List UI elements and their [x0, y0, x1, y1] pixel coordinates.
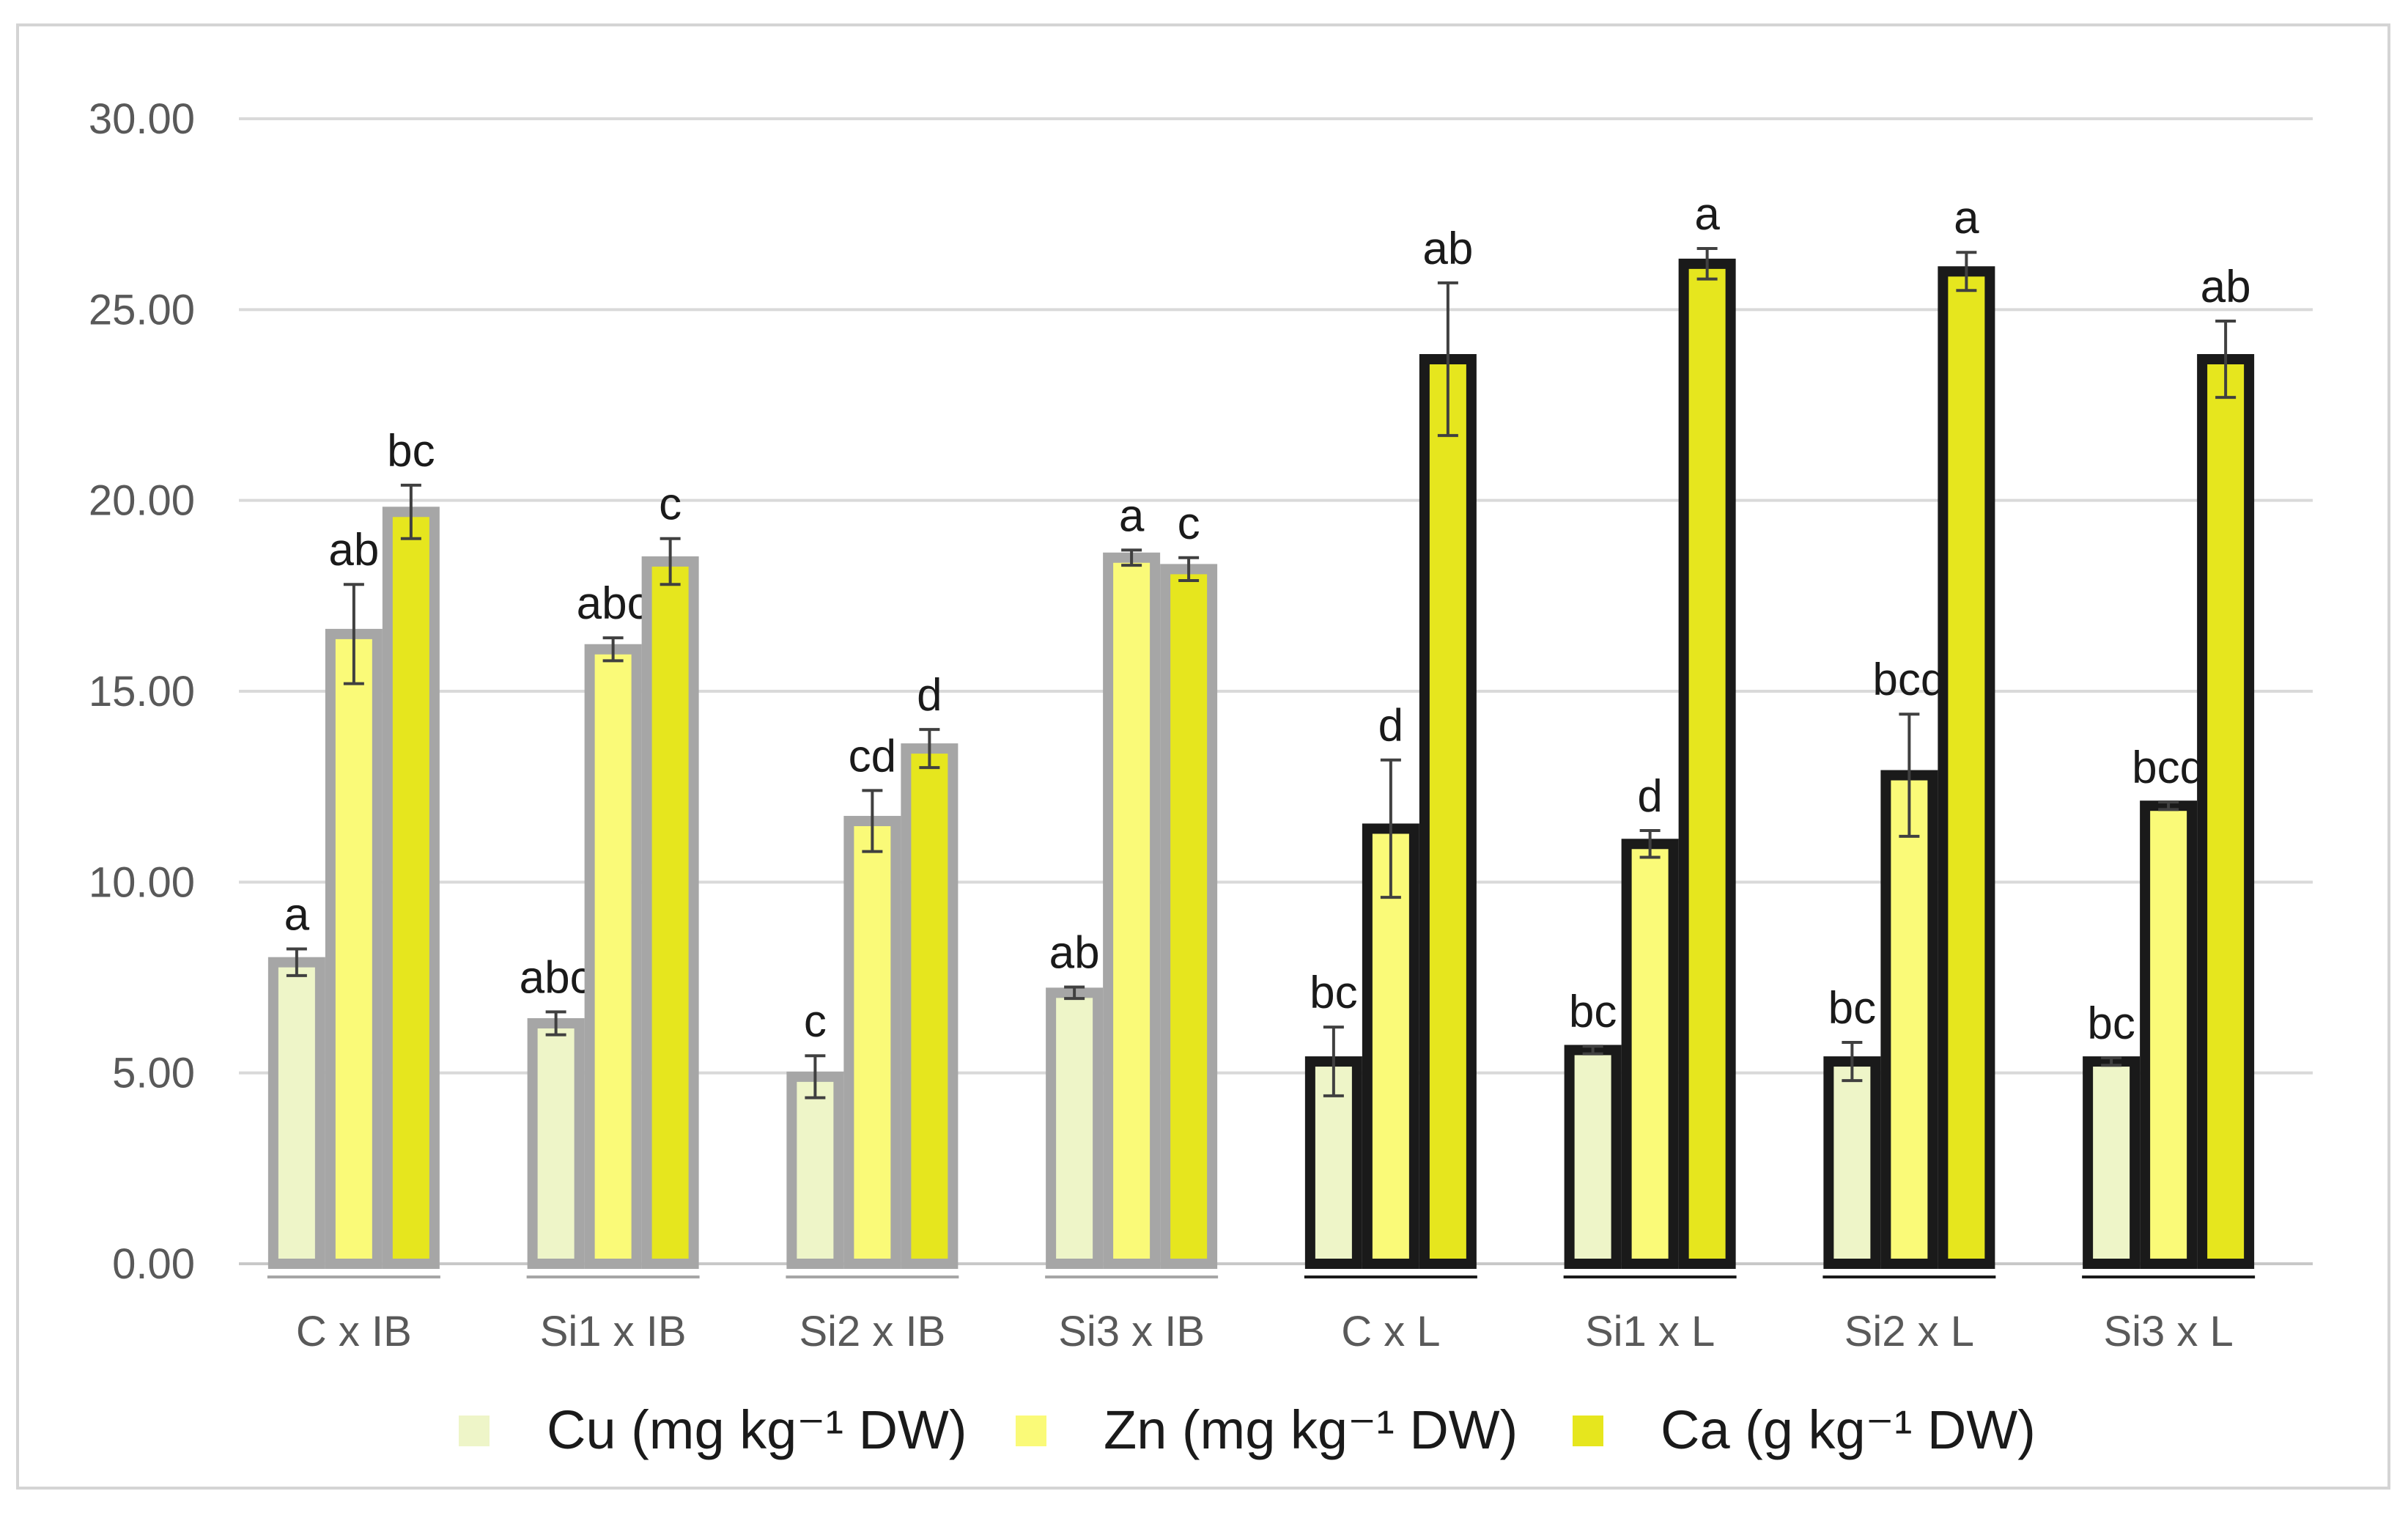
significance-label: c	[1178, 498, 1200, 549]
significance-label: abc	[577, 578, 650, 629]
legend-item: Zn (mg kg⁻¹ DW)	[1016, 1399, 1518, 1460]
bar	[786, 1071, 844, 1269]
y-tick-label: 10.00	[89, 858, 195, 906]
bar	[843, 816, 901, 1269]
significance-label: bc	[1310, 968, 1357, 1018]
significance-label: d	[1378, 701, 1403, 751]
significance-label: cd	[849, 731, 896, 781]
significance-label: d	[1637, 771, 1662, 822]
significance-label: a	[284, 889, 310, 940]
significance-label: bc	[387, 426, 435, 476]
bar	[1621, 839, 1679, 1270]
x-category-label: Si1 x L	[1585, 1308, 1715, 1355]
legend-swatch	[1016, 1416, 1046, 1446]
significance-label: bc	[1828, 983, 1876, 1034]
y-tick-label: 25.00	[89, 286, 195, 334]
legend-swatch	[1573, 1416, 1603, 1446]
bar	[1678, 258, 1736, 1269]
legend-swatch	[459, 1416, 490, 1446]
x-category-label: Si2 x L	[1844, 1308, 1974, 1355]
bar	[1046, 987, 1104, 1269]
legend-label: Zn (mg kg⁻¹ DW)	[1104, 1399, 1518, 1460]
legend: Cu (mg kg⁻¹ DW) Zn (mg kg⁻¹ DW) Ca (g kg⁻¹…	[459, 1399, 2036, 1460]
bar-group: c cdd	[786, 670, 959, 1278]
y-tick-label: 0.00	[112, 1240, 195, 1288]
significance-label: ab	[1049, 928, 1100, 979]
y-tick-label: 15.00	[89, 668, 195, 715]
bar	[1823, 1056, 1881, 1269]
legend-label: Cu (mg kg⁻¹ DW)	[547, 1399, 967, 1460]
legend-item: Ca (g kg⁻¹ DW)	[1573, 1399, 2036, 1460]
bar-group: bc d a	[1563, 189, 1737, 1278]
y-tick-label: 20.00	[89, 477, 195, 525]
bar	[1362, 823, 1419, 1269]
bar	[1880, 770, 1938, 1269]
significance-label: ab	[1422, 224, 1473, 274]
significance-label: ab	[328, 525, 379, 575]
bar	[1103, 552, 1161, 1269]
significance-label: ab	[2201, 262, 2251, 312]
bar	[267, 957, 325, 1269]
bar	[1419, 354, 1477, 1269]
y-tick-label: 5.00	[112, 1050, 195, 1097]
x-category-label: Si3 x IB	[1058, 1308, 1205, 1355]
significance-label: c	[659, 479, 682, 530]
bar	[2083, 1056, 2141, 1269]
x-category-label: C x IB	[296, 1308, 412, 1355]
x-category-label: Si1 x IB	[540, 1308, 687, 1355]
chart-frame: 0.00 5.00 10.00 15.00 20.00 25.00 30.00 a ab bc a…	[16, 23, 2390, 1490]
significance-label: bcd	[1872, 655, 1946, 705]
significance-label: abc	[520, 952, 593, 1003]
bar	[1160, 564, 1218, 1269]
significance-label: a	[1694, 189, 1720, 240]
bar	[2197, 354, 2255, 1269]
significance-label: a	[1954, 193, 1979, 243]
bar-group: ab a c	[1045, 490, 1219, 1278]
significance-label: bcd	[2132, 743, 2205, 793]
x-category-label: Si3 x L	[2103, 1308, 2233, 1355]
bar-group: bc bcd a	[1822, 193, 1996, 1278]
bar-group: bc d ab	[1304, 224, 1477, 1278]
significance-label: a	[1119, 490, 1145, 541]
x-category-label: C x L	[1341, 1308, 1440, 1355]
y-tick-label: 30.00	[89, 95, 195, 143]
bar	[1564, 1045, 1622, 1269]
significance-label: c	[804, 996, 827, 1047]
bar-group: bc bcd ab	[2082, 262, 2256, 1278]
bar	[527, 1017, 585, 1269]
bar	[2140, 800, 2198, 1269]
bar	[641, 556, 699, 1269]
significance-label: d	[917, 670, 942, 721]
significance-label: bc	[1569, 987, 1617, 1037]
legend-item: Cu (mg kg⁻¹ DW)	[459, 1399, 967, 1460]
bar	[325, 628, 383, 1269]
x-category-label: Si2 x IB	[799, 1308, 945, 1355]
bar	[382, 507, 440, 1270]
legend-label: Ca (g kg⁻¹ DW)	[1661, 1399, 2036, 1460]
bar	[1938, 266, 1995, 1269]
bar	[901, 743, 959, 1269]
significance-label: bc	[2087, 998, 2135, 1049]
x-axis-category-labels: C x IB Si1 x IB Si2 x IB Si3 x IB C x L Si1 x…	[296, 1308, 2234, 1355]
y-axis-tick-labels: 0.00 5.00 10.00 15.00 20.00 25.00 30.00	[89, 95, 195, 1288]
bar	[584, 644, 642, 1269]
